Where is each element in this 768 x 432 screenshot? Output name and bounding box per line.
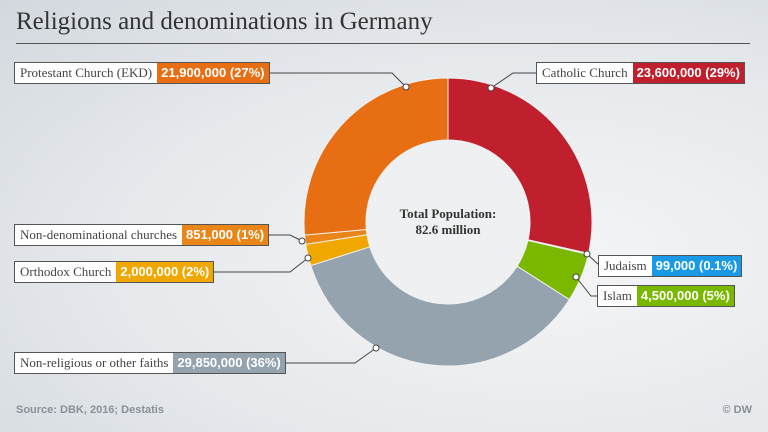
leader-line	[286, 347, 377, 364]
leader-line	[270, 72, 407, 88]
label-islam: Islam 4,500,000 (5%)	[597, 285, 735, 307]
label-value: 21,900,000 (27%)	[157, 63, 269, 83]
label-name: Catholic Church	[542, 65, 628, 80]
center-label-line1: Total Population:	[399, 206, 497, 221]
leader-dot	[487, 84, 495, 92]
label-name: Protestant Church (EKD)	[20, 65, 153, 80]
leader-dot	[304, 254, 312, 262]
leader-dot	[583, 250, 591, 258]
label-orthodox-church: Orthodox Church 2,000,000 (2%)	[14, 261, 215, 283]
leader-dot	[572, 273, 580, 281]
leader-dot	[298, 237, 306, 245]
label-name: Judaism	[604, 258, 647, 273]
donut-hole	[366, 140, 530, 304]
label-catholic-church: Catholic Church 23,600,000 (29%)	[536, 62, 745, 84]
leader-line	[575, 276, 597, 297]
label-name: Non-religious or other faiths	[20, 355, 169, 370]
copyright: © DW	[722, 404, 753, 416]
leader-dot	[372, 344, 380, 352]
label-value: 29,850,000 (36%)	[173, 353, 285, 373]
label-value: 99,000 (0.1%)	[651, 256, 742, 276]
label-value: 23,600,000 (29%)	[632, 63, 744, 83]
label-name: Non-denominational churches	[20, 227, 178, 242]
label-name: Orthodox Church	[20, 264, 112, 279]
label-value: 2,000,000 (2%)	[116, 262, 214, 282]
label-name: Islam	[603, 288, 632, 303]
label-judaism: Judaism 99,000 (0.1%)	[598, 255, 743, 277]
label-value: 4,500,000 (5%)	[636, 286, 734, 306]
source-note: Source: DBK, 2016; Destatis	[16, 404, 164, 416]
label-non-religious-or-other-faiths: Non-religious or other faiths 29,850,000 …	[14, 352, 286, 374]
leader-line	[269, 234, 303, 242]
center-label-line2: 82.6 million	[415, 222, 481, 237]
leader-line	[214, 257, 309, 273]
center-label: Total Population: 82.6 million	[368, 206, 528, 238]
title-divider	[16, 43, 750, 44]
leader-line	[490, 72, 536, 89]
chart-title: Religions and denominations in Germany	[16, 8, 433, 35]
label-protestant-church-ekd-: Protestant Church (EKD) 21,900,000 (27%)	[14, 62, 270, 84]
leader-dot	[402, 83, 410, 91]
label-value: 851,000 (1%)	[182, 225, 269, 245]
label-non-denominational-churches: Non-denominational churches 851,000 (1%)	[14, 224, 270, 246]
